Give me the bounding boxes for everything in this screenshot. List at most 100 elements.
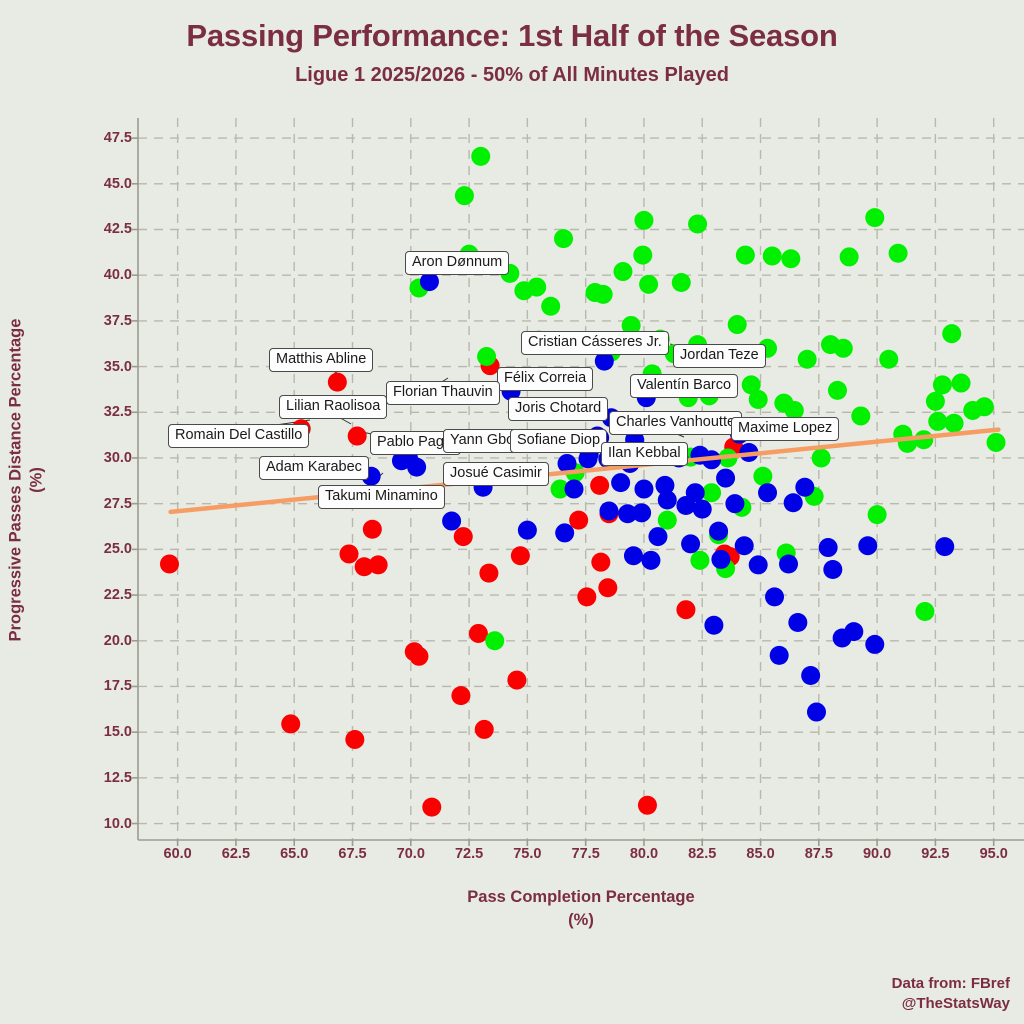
y-tick-label: 10.0 [103, 815, 132, 832]
scatter-point-blue [711, 549, 731, 569]
scatter-point-green [932, 375, 952, 395]
scatter-point-green [688, 214, 708, 234]
scatter-point-green [925, 391, 945, 411]
scatter-point-blue [685, 483, 705, 503]
x-tick-label: 85.0 [746, 846, 775, 862]
player-annotation-label: Valentín Barco [630, 374, 739, 398]
y-tick-label: 20.0 [103, 632, 132, 649]
scatter-point-green [727, 315, 747, 335]
y-tick-label: 12.5 [103, 769, 132, 786]
data-source-text: Data from: FBref [891, 974, 1010, 992]
scatter-point-green [851, 406, 871, 426]
y-tick-label: 25.0 [103, 541, 132, 558]
y-tick-label: 37.5 [103, 312, 132, 329]
scatter-point-green [593, 284, 613, 304]
scatter-point-red [676, 600, 696, 620]
x-tick-label: 60.0 [163, 846, 192, 862]
scatter-point-green [735, 245, 755, 265]
scatter-point-blue [788, 612, 808, 632]
scatter-point-green [986, 432, 1006, 452]
scatter-point-red [474, 719, 494, 739]
chart-credit: Data from: FBref @TheStatsWay [892, 974, 1010, 1015]
scatter-point-blue [765, 587, 785, 607]
scatter-point-green [865, 208, 885, 228]
player-annotation-label: Joris Chotard [508, 397, 609, 421]
scatter-point-green [951, 373, 971, 393]
scatter-point-red [591, 552, 611, 572]
scatter-point-green [741, 375, 761, 395]
scatter-point-green [702, 483, 722, 503]
x-axis-label: Pass Completion Percentage (%) [467, 888, 695, 930]
x-tick-label: 72.5 [454, 846, 484, 862]
scatter-point-green [827, 380, 847, 400]
scatter-point-red [354, 557, 374, 577]
scatter-point-blue [779, 554, 799, 574]
scatter-point-green [811, 448, 831, 468]
player-annotation-label: Takumi Minamino [318, 485, 445, 509]
scatter-point-green [527, 277, 547, 297]
scatter-point-green [879, 349, 899, 369]
player-annotation-label: Romain Del Castillo [168, 424, 310, 448]
scatter-point-blue [865, 634, 885, 654]
scatter-point-blue [681, 534, 701, 554]
y-tick-label: 42.5 [103, 221, 132, 238]
scatter-point-blue [769, 645, 789, 665]
scatter-point-green [485, 631, 505, 651]
scatter-point-red [479, 563, 499, 583]
scatter-point-blue [564, 479, 584, 499]
player-annotation-label: Florian Thauvin [386, 381, 500, 405]
scatter-point-green [550, 479, 570, 499]
x-tick-label: 77.5 [571, 846, 600, 862]
scatter-point-blue [648, 527, 668, 547]
scatter-point-blue [709, 521, 729, 541]
scatter-point-red [339, 544, 359, 564]
scatter-point-blue [594, 351, 614, 371]
scatter-point-green [471, 146, 491, 166]
scatter-point-blue [795, 477, 815, 497]
scatter-point-green [639, 274, 659, 294]
scatter-point-red [577, 587, 597, 607]
scatter-point-green [657, 510, 677, 530]
scatter-point-red [453, 527, 473, 547]
scatter-point-blue [704, 615, 724, 635]
scatter-point-blue [632, 503, 652, 523]
scatter-point-green [833, 338, 853, 358]
scatter-point-red [281, 714, 301, 734]
scatter-point-blue [692, 499, 712, 519]
player-annotation-label: Aron Dønnum [405, 251, 510, 275]
y-tick-label: 35.0 [103, 358, 132, 375]
scatter-point-red [468, 623, 488, 643]
scatter-point-blue [818, 538, 838, 558]
y-tick-label: 15.0 [103, 724, 132, 741]
scatter-point-red [598, 578, 618, 598]
scatter-point-green [633, 245, 653, 265]
scatter-point-red [451, 686, 471, 706]
x-tick-label: 95.0 [979, 846, 1008, 862]
scatter-point-green [554, 229, 574, 249]
scatter-point-red [637, 795, 657, 815]
scatter-point-red [507, 670, 527, 690]
player-annotation-label: Lilian Raolisoa [279, 395, 388, 419]
scatter-point-blue [801, 665, 821, 685]
player-annotation-label: Adam Karabec [259, 456, 369, 480]
scatter-point-red [362, 519, 382, 539]
player-annotation-label: Josué Casimir [443, 462, 549, 486]
scatter-point-red [409, 646, 429, 666]
scatter-point-green [944, 413, 964, 433]
scatter-point-red [422, 797, 442, 817]
scatter-point-blue [634, 479, 654, 499]
scatter-point-blue [442, 511, 462, 531]
scatter-point-blue [844, 622, 864, 642]
author-handle-text: @TheStatsWay [901, 994, 1010, 1012]
x-tick-label: 67.5 [338, 846, 367, 862]
scatter-point-green [621, 315, 641, 335]
scatter-point-blue [783, 493, 803, 513]
scatter-point-red [510, 546, 530, 566]
scatter-point-red [368, 555, 388, 575]
scatter-point-blue [935, 537, 955, 557]
player-annotation-label: Charles Vanhoutte [609, 411, 743, 435]
y-tick-label: 47.5 [103, 130, 132, 147]
scatter-point-green [797, 349, 817, 369]
